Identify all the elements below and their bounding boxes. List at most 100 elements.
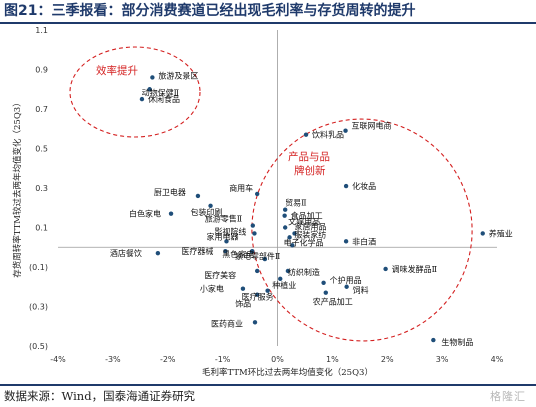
data-point [250,223,256,228]
data-point [303,132,309,137]
data-point [292,231,297,236]
point-label: 饰品 [235,299,251,309]
data-point [208,203,213,208]
source-note: 数据来源：Wind，国泰海通证券研究 [0,384,536,407]
point-label: 医疗服务 [242,292,274,302]
y-axis-title: 存货周转率TTM较过去两年均值变化（25Q3） [12,98,23,277]
y-tick-label: 0.7 [35,105,48,114]
x-tick-label: -1% [215,355,231,364]
point-label: 动物保健Ⅱ [142,87,179,97]
x-tick-label: -3% [105,355,121,364]
data-point [282,225,288,230]
data-point [252,320,258,325]
point-label: 养殖业 [489,228,513,238]
y-tick-label: 0.5 [35,145,48,154]
point-label: 化妆品 [352,181,376,191]
point-label: 贸易Ⅱ [285,198,306,208]
data-point [155,250,161,256]
data-point [383,266,388,272]
point-label: 互联网电商 [352,121,392,131]
point-label: 饮料乳品 [312,130,344,140]
x-tick-label: 3% [436,355,449,364]
x-tick-label: 0% [271,355,284,364]
data-point [262,256,268,262]
data-point [285,268,291,274]
data-point [343,183,349,189]
data-point [150,75,155,80]
innovation-ellipse [251,118,473,342]
data-point [224,239,229,244]
point-label: 家居用品 [295,221,327,231]
point-label: 白色家电 [129,209,161,219]
y-tick-label: (0.1) [29,263,48,272]
point-label: 酒店餐饮 [110,248,142,258]
points-layer [139,75,485,343]
point-label: 家电零部件Ⅱ [235,251,280,261]
data-point [290,243,295,248]
y-tick-label: (0.3) [29,303,48,312]
x-tick-label: 1% [326,355,339,364]
x-tick-label: 2% [381,355,394,364]
y-tick-label: 1.1 [35,26,48,35]
point-label: 医疗美容 [204,270,236,280]
data-point [287,235,292,240]
point-label: 生物制品 [441,337,473,347]
point-label: 医疗器械 [181,246,213,256]
data-point [278,276,283,282]
data-point [323,290,328,295]
data-point [343,128,348,133]
grid-layer: -4% -3% -2% -1% 0% 1% 2% 3% 4% 1.1 0.9 0.7 0.5 0.3 0.1… [29,26,504,364]
point-label: 商用车 [229,183,253,193]
data-point [254,292,260,297]
data-point [139,96,145,102]
y-tick-label: (0.5) [29,342,48,351]
figure-title: 图21：三季报看：部分消费赛道已经出现毛利率与存货周转的提升 [0,0,536,24]
point-label: 食品加工 [291,211,323,221]
point-label: 服装家纺 [294,229,326,239]
data-point [480,231,485,236]
point-label: 休闲食品 [148,94,180,104]
y-tick-label: 0.3 [35,184,48,193]
data-point [252,231,257,236]
data-point [195,193,201,199]
point-label: 电子化学品 [284,237,324,247]
point-label: 影视院线 [214,226,246,236]
point-label: 文娱用品 [288,217,320,227]
point-label: 家用电器 [206,231,238,241]
point-label: 小家电 [200,284,224,294]
point-label: 调味发酵品Ⅱ [392,264,437,274]
x-tick-label: -4% [50,355,66,364]
point-label: 纺织制造 [288,267,320,277]
scatter-chart: -4% -3% -2% -1% 0% 1% 2% 3% 4% 1.1 0.9 0.7 0.5 0.3 0.1… [12,26,513,378]
data-point [344,284,349,289]
annotation-innovation: 产品与品 [288,150,330,163]
point-label: 种植业 [272,280,296,290]
point-label: 农产品加工 [313,297,353,307]
point-label: 医药商业 [211,318,243,328]
data-point [343,239,349,244]
point-label: 包装印刷 [191,207,223,217]
point-label: 非白酒 [352,236,376,246]
data-point [168,211,174,216]
annotation-efficiency: 效率提升 [96,64,138,77]
point-label: 旅游零售Ⅱ [205,214,242,224]
data-point [254,268,260,274]
y-tick-label: 0.1 [35,224,48,233]
watermark: 格隆汇 [490,390,526,403]
point-label: 黑色家电 [222,249,254,259]
point-label: 个护用品 [330,275,362,285]
x-axis-title: 毛利率TTM环比过去两年均值变化（25Q3） [202,367,373,378]
data-point [240,286,246,291]
data-point [254,191,260,197]
data-point [282,207,288,212]
data-point [223,249,228,254]
data-point [265,288,270,293]
point-label: 饲料 [353,285,369,295]
efficiency-ellipse [69,46,201,138]
point-label: 旅游及景区 [158,70,198,80]
data-point [282,213,287,218]
data-point [431,337,436,343]
annotation-innovation: 牌创新 [294,164,326,177]
